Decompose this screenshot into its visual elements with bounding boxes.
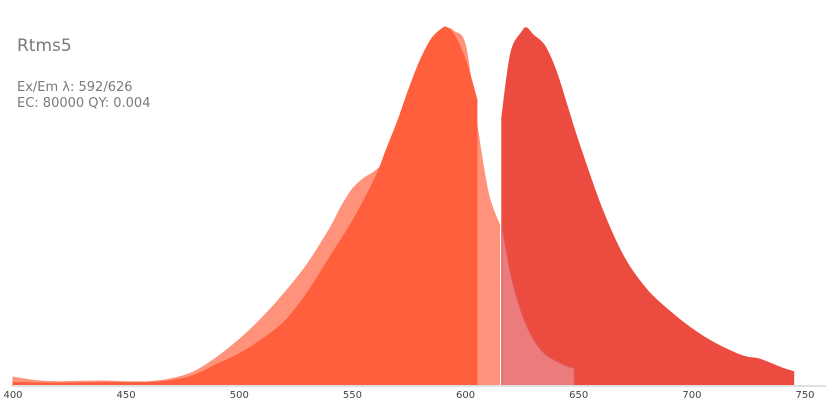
- emission-filtered-area: [501, 27, 795, 387]
- x-tick-label: 650: [569, 390, 588, 401]
- x-tick-label: 400: [3, 390, 22, 401]
- excitation-filtered-area: [12, 26, 478, 387]
- x-tick-label: 500: [230, 390, 249, 401]
- x-axis-ticks: 400 450 500 550 600 650 700 750: [3, 390, 814, 401]
- x-tick-label: 750: [795, 390, 814, 401]
- fluorophore-info: Ex/Em λ: 592/626 EC: 80000 QY: 0.004: [17, 80, 150, 112]
- x-tick-label: 550: [343, 390, 362, 401]
- emission-area: [501, 224, 575, 387]
- x-tick-label: 600: [456, 390, 475, 401]
- x-tick-label: 700: [682, 390, 701, 401]
- exem-label: Ex/Em λ: 592/626: [17, 80, 133, 95]
- x-tick-label: 450: [117, 390, 136, 401]
- ec-qy-label: EC: 80000 QY: 0.004: [17, 96, 151, 111]
- fluorophore-title: Rtms5: [17, 36, 72, 56]
- spectra-areas: [12, 26, 795, 387]
